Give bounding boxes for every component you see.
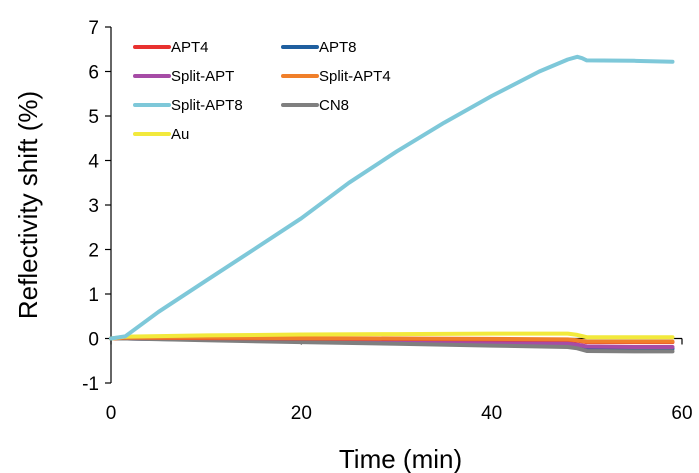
series-lines xyxy=(109,54,675,354)
chart-legend: APT4 APT8 Split-APT Split-APT4 Split-APT8 CN8… xyxy=(133,39,391,143)
y-tick-label: -1 xyxy=(82,374,99,395)
x-tick-label: 40 xyxy=(481,403,502,424)
y-tick-label: 7 xyxy=(88,18,99,39)
y-tick-label: 2 xyxy=(88,241,99,262)
y-tick-label: 6 xyxy=(88,63,99,84)
x-axis-title: Time (min) xyxy=(339,444,462,473)
legend-label-split-apt4: Split-APT4 xyxy=(319,68,391,85)
legend-label-au: Au xyxy=(171,126,189,143)
y-axis-title: Reflectivity shift (%) xyxy=(13,91,43,319)
y-tick-label: 4 xyxy=(88,152,99,173)
series-line-split-apt8 xyxy=(109,54,675,341)
y-tick-label: 1 xyxy=(88,285,99,306)
legend-label-split-apt: Split-APT xyxy=(171,68,234,85)
legend-label-cn8: CN8 xyxy=(319,97,349,114)
x-tick-label: 20 xyxy=(291,403,312,424)
legend-label-apt8: APT8 xyxy=(319,39,357,56)
legend-label-apt4: APT4 xyxy=(171,39,209,56)
y-tick-label: 5 xyxy=(88,107,99,128)
x-tick-label: 0 xyxy=(106,403,117,424)
series-line-au xyxy=(109,331,675,341)
y-tick-label: 3 xyxy=(88,196,99,217)
x-tick-label: 60 xyxy=(671,403,692,424)
legend-label-split-apt8: Split-APT8 xyxy=(171,97,243,114)
y-tick-label: 0 xyxy=(88,330,99,351)
